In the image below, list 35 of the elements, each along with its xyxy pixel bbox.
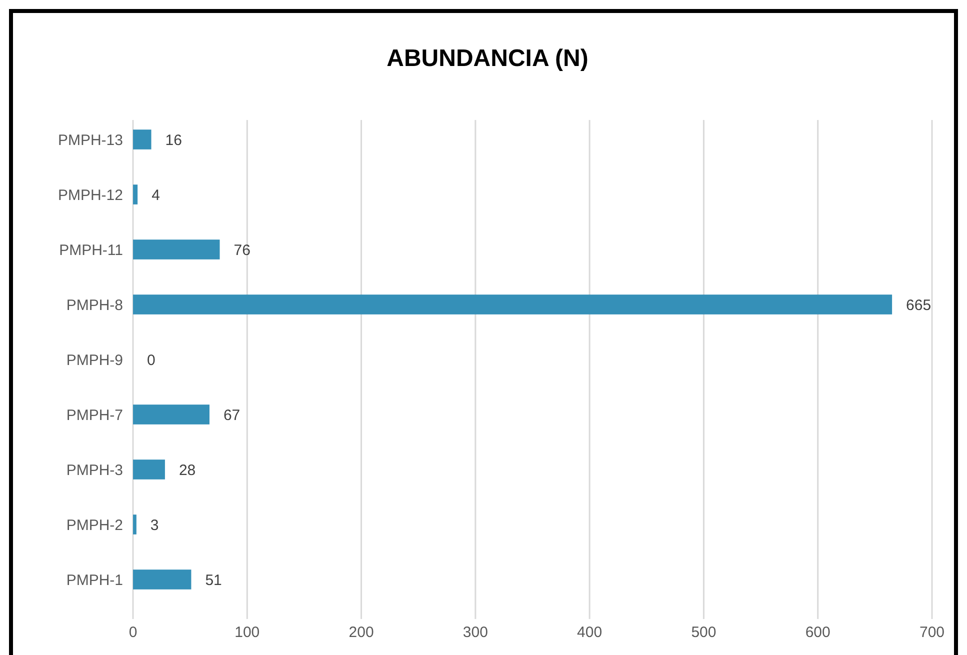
x-tick-label: 500	[691, 624, 716, 641]
x-tick-label: 200	[348, 624, 374, 641]
y-tick-label: PMPH-13	[58, 132, 123, 149]
bar	[133, 240, 220, 260]
data-label: 0	[147, 352, 156, 369]
data-label: 3	[150, 516, 159, 534]
chart-title: ABUNDANCIA (N)	[386, 45, 588, 72]
data-label: 665	[906, 296, 932, 314]
data-label: 4	[152, 186, 160, 204]
x-tick-label: 600	[805, 624, 830, 641]
bar	[133, 130, 152, 150]
y-tick-label: PMPH-8	[66, 296, 123, 314]
bar	[133, 184, 138, 204]
y-tick-label: PMPH-7	[66, 406, 123, 424]
data-label: 76	[234, 242, 250, 259]
bar	[133, 570, 192, 590]
x-tick-label: 700	[919, 624, 945, 641]
y-tick-label: PMPH-9	[66, 352, 123, 369]
x-tick-label: 300	[462, 624, 488, 641]
data-label: 51	[205, 572, 222, 589]
x-tick-label: 400	[577, 624, 602, 641]
bar	[133, 294, 892, 314]
bar	[133, 514, 136, 534]
x-tick-label: 100	[234, 624, 260, 641]
data-label: 16	[165, 132, 182, 149]
x-tick-label: 0	[128, 624, 138, 641]
data-label: 28	[178, 462, 196, 479]
bar	[133, 460, 165, 480]
data-label: 67	[223, 406, 240, 424]
bar	[133, 404, 210, 424]
y-tick-label: PMPH-3	[66, 462, 123, 479]
y-tick-label: PMPH-11	[59, 242, 123, 259]
y-tick-label: PMPH-12	[58, 186, 123, 204]
y-tick-label: PMPH-2	[66, 516, 123, 534]
y-tick-label: PMPH-1	[66, 572, 123, 589]
